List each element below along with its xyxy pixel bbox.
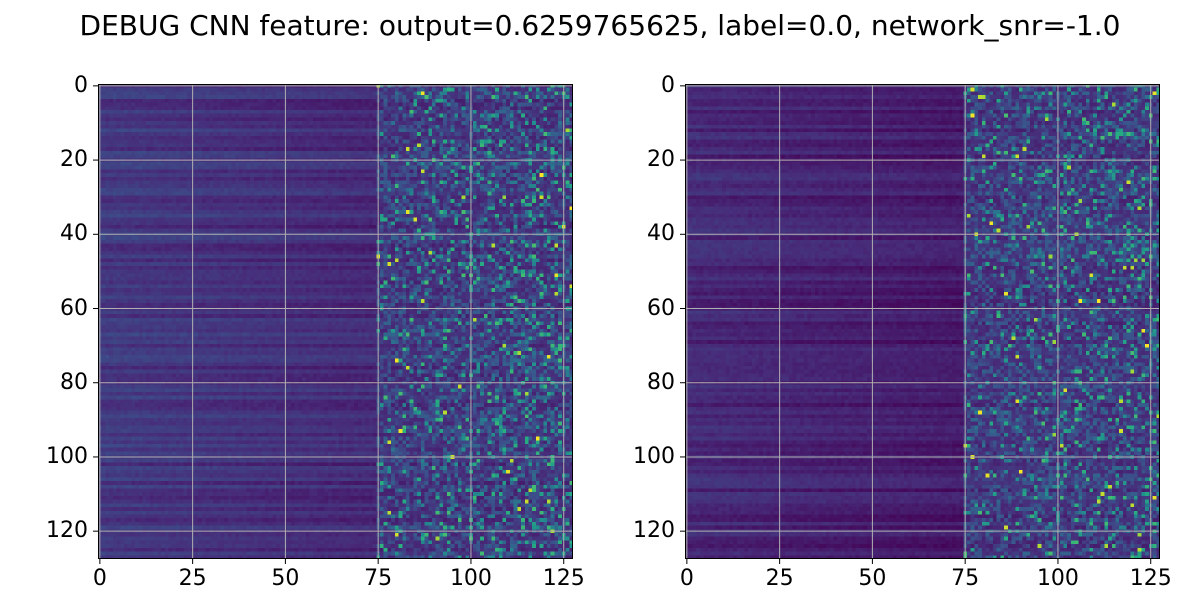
x-tick-label: 75 bbox=[364, 566, 393, 591]
y-tick-label: 60 bbox=[60, 295, 88, 321]
heatmap-left-grid bbox=[93, 84, 573, 564]
x-tick-label: 0 bbox=[679, 566, 694, 591]
y-tick-label: 60 bbox=[647, 295, 675, 321]
x-tick-label: 25 bbox=[178, 566, 207, 591]
y-tick-label: 20 bbox=[647, 147, 675, 173]
x-tick-label: 0 bbox=[92, 566, 107, 591]
y-tick-label: 40 bbox=[60, 221, 88, 247]
y-tick-label: 40 bbox=[647, 221, 675, 247]
heatmap-right-grid bbox=[680, 84, 1160, 564]
y-tick-label: 100 bbox=[46, 443, 88, 469]
y-tick-label: 0 bbox=[661, 72, 675, 98]
x-tick-label: 50 bbox=[858, 566, 887, 591]
x-tick-label: 125 bbox=[1129, 566, 1172, 591]
y-tick-label: 120 bbox=[46, 518, 88, 544]
heatmap-left: 0 25 50 75 100 125 0 20 40 60 80 100 120 bbox=[46, 73, 585, 590]
y-tick-label: 20 bbox=[60, 147, 88, 173]
x-tick-label: 75 bbox=[951, 566, 980, 591]
heatmap-left-image bbox=[98, 84, 573, 559]
x-tick-label: 25 bbox=[765, 566, 794, 591]
heatmap-right: 0 25 50 75 100 125 0 20 40 60 80 100 120 bbox=[633, 73, 1172, 590]
figure-title: DEBUG CNN feature: output=0.6259765625, … bbox=[79, 9, 1121, 42]
x-tick-label: 100 bbox=[449, 566, 492, 591]
y-tick-label: 80 bbox=[60, 369, 88, 395]
y-tick-label: 100 bbox=[633, 443, 675, 469]
x-tick-label: 125 bbox=[542, 566, 585, 591]
heatmap-right-image bbox=[685, 84, 1160, 559]
y-tick-label: 120 bbox=[633, 518, 675, 544]
y-tick-label: 0 bbox=[74, 72, 88, 98]
y-tick-label: 80 bbox=[647, 369, 675, 395]
x-tick-label: 100 bbox=[1036, 566, 1079, 591]
x-tick-label: 50 bbox=[271, 566, 300, 591]
